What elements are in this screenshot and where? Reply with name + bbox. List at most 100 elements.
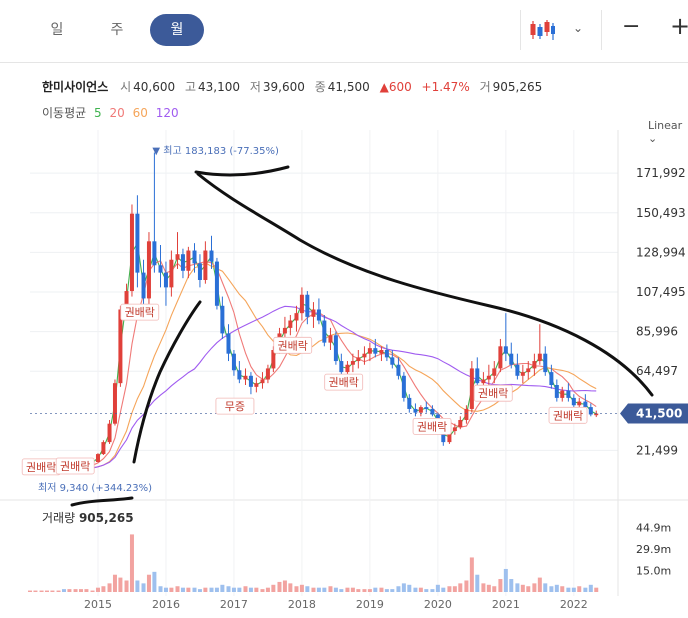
low-label: 저 [249,80,261,94]
moving-average-legend: 이동평균 5 20 60 120 [42,104,179,121]
volume-bar [39,590,44,592]
chevron-down-icon: ⌄ [648,132,658,145]
candle-body [526,368,531,373]
high-label: 고 [184,80,196,94]
candle-body [95,454,100,462]
candle [220,296,225,339]
candles [28,152,599,474]
volume-bar [271,584,276,592]
chart-grid [0,130,688,596]
volume-bar [520,584,525,592]
candle [175,232,180,269]
candle-body [532,361,537,369]
candle [328,327,333,350]
candle-body [566,390,571,398]
candle-body [481,379,486,384]
candle [254,377,259,393]
volume-bar [197,589,202,592]
candle-body [430,408,435,415]
volume-bar [146,574,151,592]
candle-body [407,397,412,409]
candle [588,403,593,417]
volume-bar [509,579,514,592]
volume-bar [180,587,185,592]
event-tag-label: 권배락 [60,460,90,473]
zoom-out-button[interactable]: − [622,14,641,39]
candle-body [475,368,480,384]
candle [475,357,480,389]
event-tag-label: 권배락 [553,409,583,422]
event-tag-label: 권배락 [478,387,508,400]
tab-weekly[interactable]: 주 [110,22,124,38]
candle [203,241,208,284]
volume-bar [220,584,225,592]
candle [367,342,372,362]
candle [260,372,265,389]
tab-monthly[interactable]: 월 [150,14,204,46]
zoom-in-button[interactable]: + [670,12,688,40]
tab-daily[interactable]: 일 [50,22,64,38]
volume-bar [588,584,593,592]
up-arrow-icon: ▲ [379,80,389,94]
candle [384,344,389,362]
candle-body [316,309,321,321]
volume-bar [158,586,163,592]
candle-body [260,379,265,384]
candle-body [237,370,242,380]
volume-label: 거 [479,80,491,94]
volume-bar [549,586,554,592]
y-tick-label: 107,495 [636,285,686,299]
candle [146,232,151,306]
volume-bar [464,580,469,592]
volume-bar [532,583,537,592]
event-tag-label: 권배락 [278,339,308,352]
volume-bar [481,583,486,592]
volume-bar [379,587,384,592]
ma20-label[interactable]: 20 [109,106,125,120]
open-label: 시 [120,80,132,94]
high-marker-label: ▼ 최고 183,183 (-77.35%) [152,145,279,157]
candle-body [209,250,214,262]
candle-body [356,357,361,362]
volume-panel-label: 거래량 905,265 [42,509,134,526]
ma120-label[interactable]: 120 [155,106,179,120]
stock-info-bar: 한미사이언스 시 40,600 고 43,100 저 39,600 종 41,500 ▲… [42,78,548,95]
event-tag-label: 권배락 [26,461,56,474]
volume-bar [384,589,389,592]
candle-body [107,423,112,443]
event-tag-label: 권배락 [125,306,155,319]
volume-bar [362,589,367,592]
volume-bar [333,587,338,592]
ma5-label[interactable]: 5 [94,106,102,120]
ma60-label[interactable]: 60 [132,106,148,120]
candle-body [418,407,423,413]
change-value: 600 [388,80,412,94]
candle [498,338,503,373]
candle-body [594,413,599,416]
candle [129,204,134,297]
candle-body [175,254,180,260]
candle [379,346,384,362]
candle [526,361,531,380]
chart-toolbar: 일 주 월 ⌄ − + [0,0,688,63]
candle-body [537,353,542,362]
volume-bar [526,586,531,592]
candle [299,287,304,321]
current-price-badge [620,403,688,424]
candle-body [373,348,378,354]
volume-bar [486,584,491,592]
candle [583,394,588,409]
candle-body [339,361,344,373]
volume-bar [543,583,548,592]
event-tag-label: 권배락 [329,376,359,389]
event-tag-box [120,303,160,321]
candle [464,405,469,424]
candle [118,305,123,387]
candle [158,245,163,288]
candle [209,235,214,269]
scale-mode-selector[interactable]: Linear ⌄ [648,119,688,145]
candle [520,364,525,384]
candle [316,298,321,325]
chart-type-dropdown[interactable]: ⌄ [520,10,602,50]
